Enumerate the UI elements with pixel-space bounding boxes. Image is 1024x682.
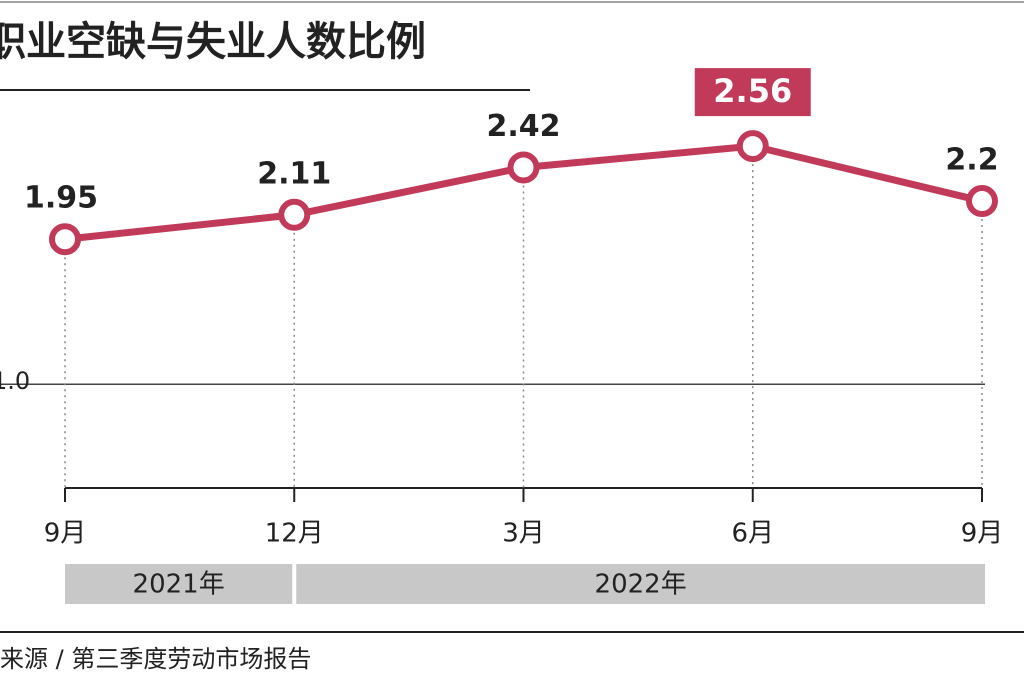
value-label: 2.56 [713, 72, 792, 110]
value-label: 2.2 [945, 143, 998, 178]
x-tick-label: 9月 [44, 519, 87, 549]
source-note: 来源 / 第三季度劳动市场报告 [0, 645, 311, 673]
marker [736, 130, 769, 163]
y-tick-label: 1.0 [0, 367, 30, 395]
year-label: 2021年 [133, 570, 225, 600]
x-tick-label: 6月 [731, 519, 774, 549]
marker [278, 198, 311, 231]
value-label: 1.95 [24, 181, 98, 216]
chart-title: 职业空缺与失业人数比例 [0, 19, 426, 65]
highlight-box [694, 68, 811, 117]
x-tick-label: 3月 [502, 519, 545, 549]
marker [507, 151, 540, 184]
x-tick-label: 12月 [265, 519, 324, 549]
x-tick-label: 9月 [961, 519, 1004, 549]
value-label: 2.11 [257, 156, 331, 191]
year-band [65, 564, 293, 604]
year-band [296, 564, 985, 604]
marker [49, 223, 81, 256]
marker [966, 185, 998, 218]
year-label: 2022年 [595, 570, 687, 600]
value-label: 2.42 [486, 109, 560, 144]
